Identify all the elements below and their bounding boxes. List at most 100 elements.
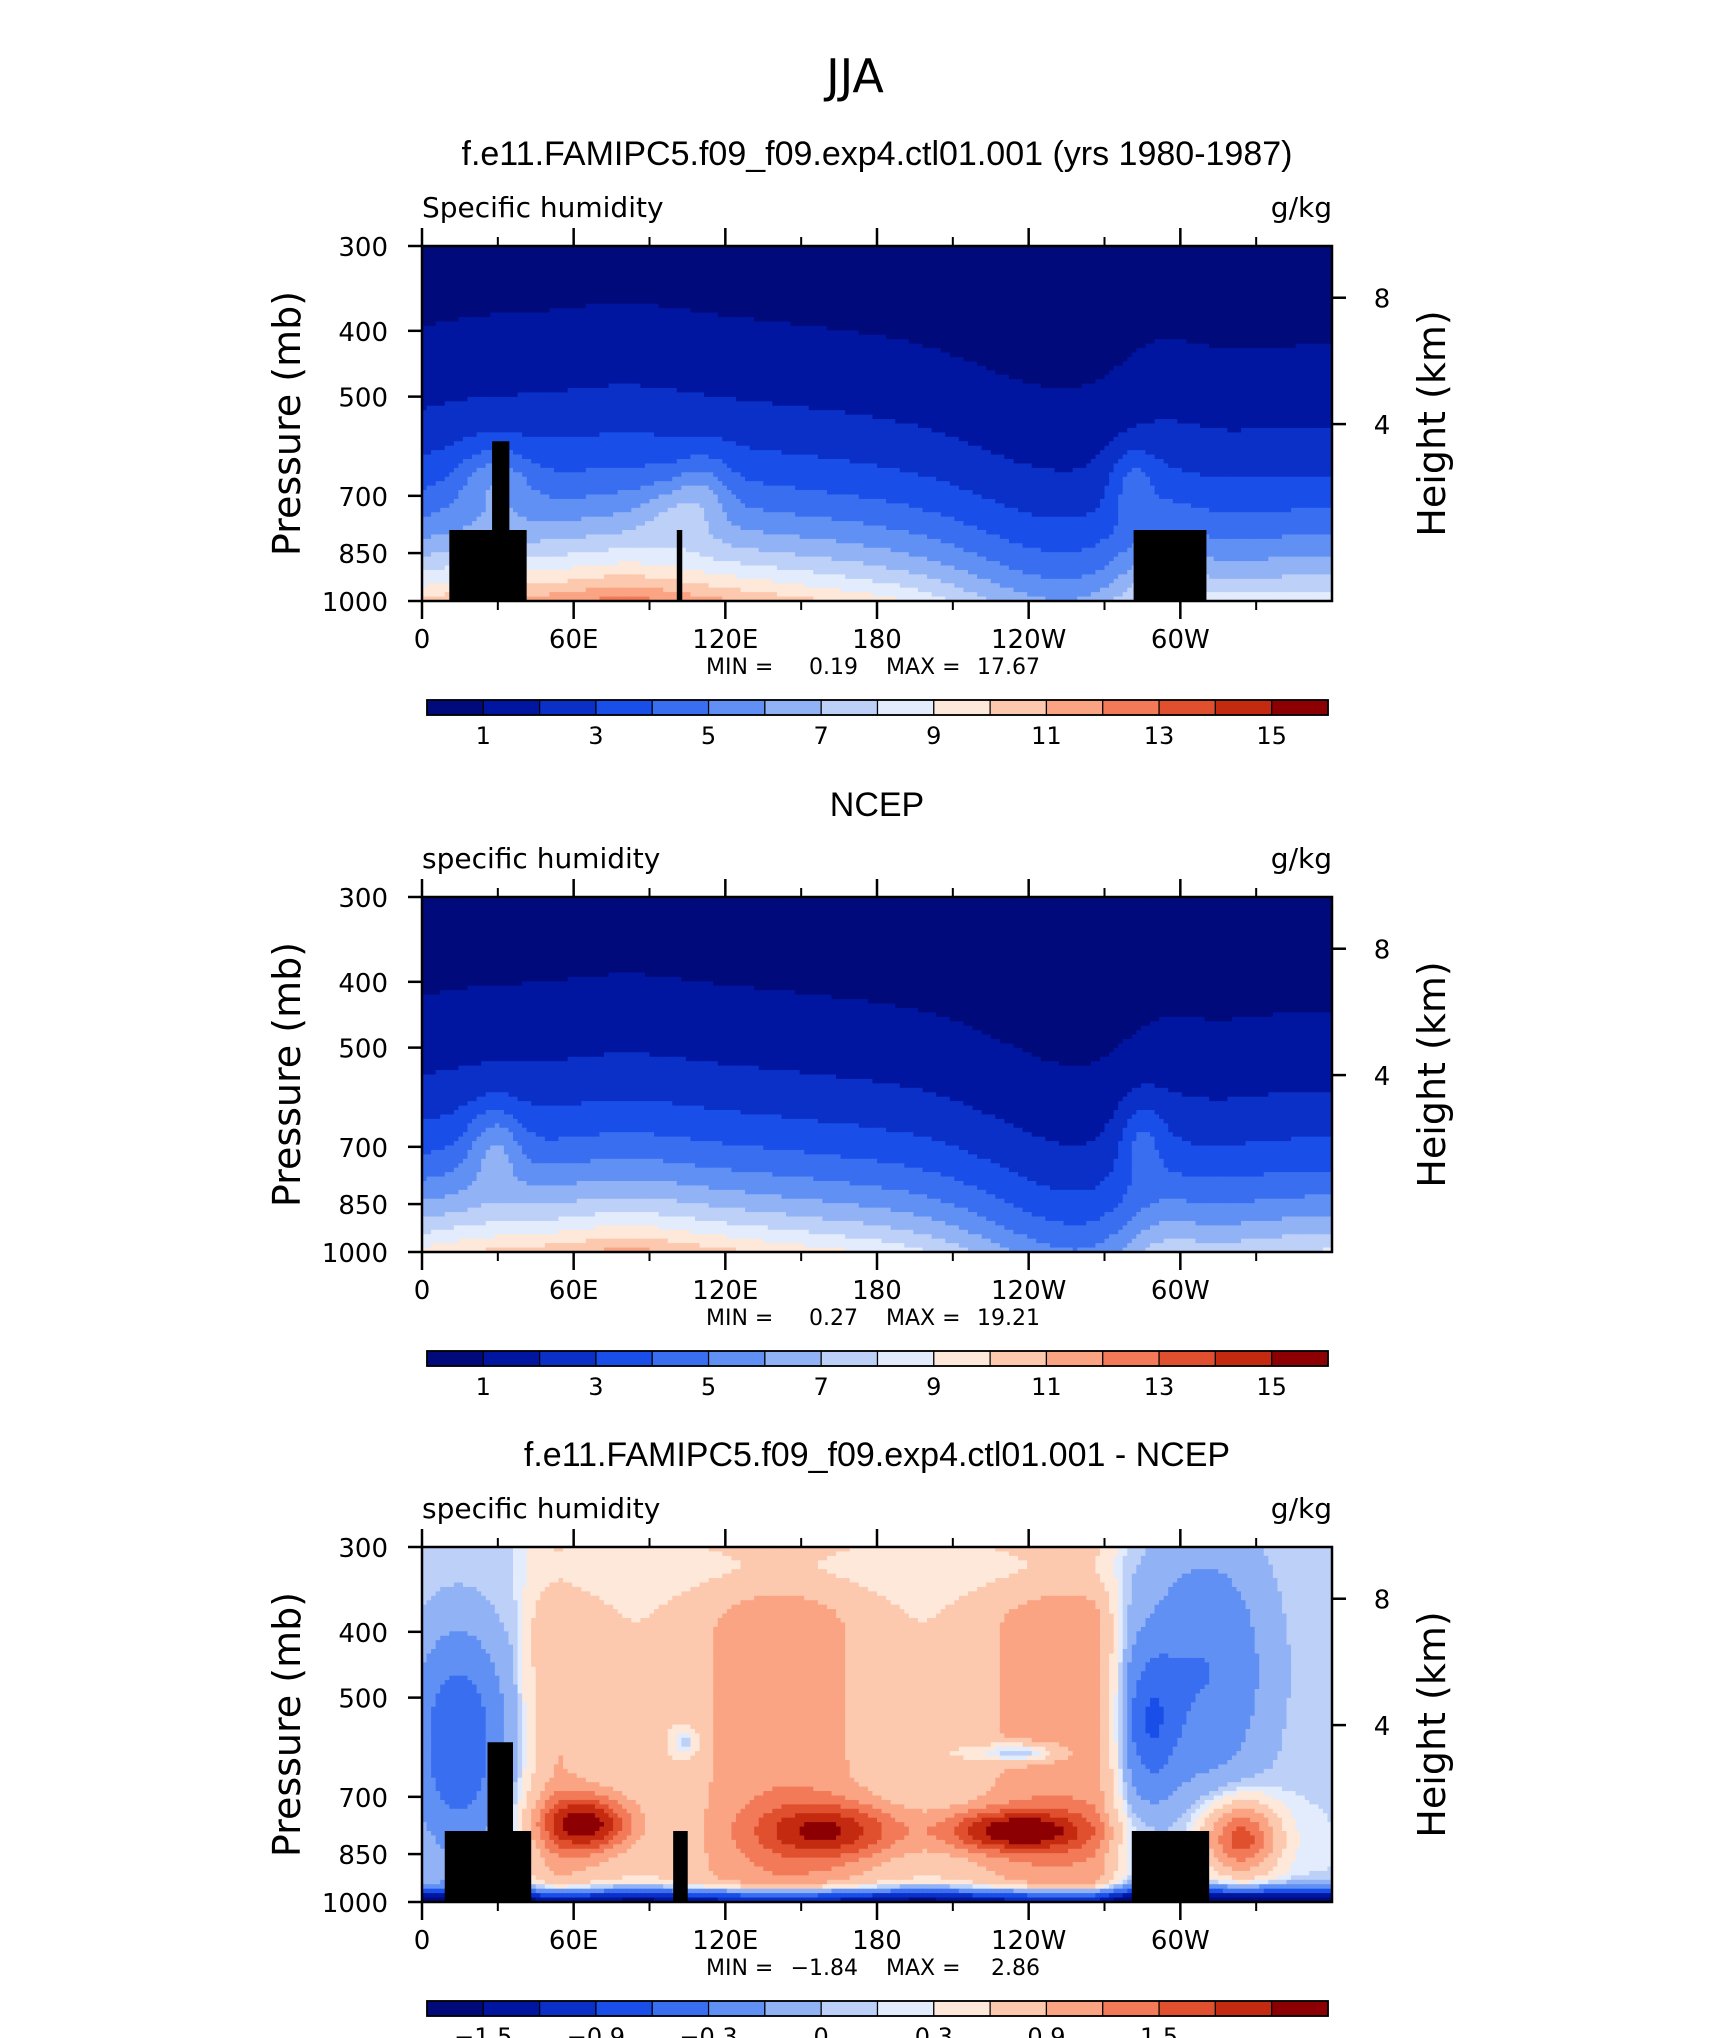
contour-cell (1068, 282, 1073, 287)
contour-cell (604, 326, 609, 331)
contour-cell (1118, 273, 1123, 278)
contour-cell (1241, 277, 1246, 282)
contour-cell (1100, 255, 1105, 260)
contour-cell (1068, 335, 1073, 340)
contour-cell (463, 268, 468, 273)
contour-cell (763, 286, 768, 291)
contour-cell (918, 317, 923, 322)
contour-cell (836, 304, 841, 309)
contour-cell (495, 282, 500, 287)
contour-cell (859, 290, 864, 295)
contour-cell (777, 250, 782, 255)
contour-cell (568, 268, 573, 273)
contour-cell (618, 330, 623, 335)
contour-cell (927, 304, 932, 309)
contour-cell (1109, 335, 1114, 340)
contour-cell (1168, 255, 1173, 260)
contour-cell (1123, 277, 1128, 282)
contour-cell (1136, 259, 1141, 264)
contour-cell (650, 335, 655, 340)
contour-cell (718, 273, 723, 278)
contour-cell (1241, 290, 1246, 295)
contour-cell (1196, 335, 1201, 340)
contour-cell (531, 250, 536, 255)
contour-cell (636, 264, 641, 269)
contour-cell (1086, 330, 1091, 335)
contour-cell (536, 282, 541, 287)
contour-cell (791, 304, 796, 309)
contour-cell (504, 282, 509, 287)
contour-cell (1241, 317, 1246, 322)
contour-cell (1050, 273, 1055, 278)
contour-cell (677, 277, 682, 282)
contour-cell (1168, 299, 1173, 304)
contour-cell (1018, 273, 1023, 278)
contour-cell (436, 330, 441, 335)
contour-cell (709, 335, 714, 340)
contour-cell (750, 299, 755, 304)
contour-cell (1132, 335, 1137, 340)
contour-cell (595, 317, 600, 322)
contour-cell (1277, 259, 1282, 264)
contour-cell (963, 290, 968, 295)
contour-cell (1068, 304, 1073, 309)
contour-cell (700, 264, 705, 269)
contour-cell (1182, 277, 1187, 282)
contour-cell (868, 299, 873, 304)
contour-cell (677, 330, 682, 335)
contour-cell (1296, 335, 1301, 340)
contour-cell (1000, 321, 1005, 326)
contour-cell (508, 335, 513, 340)
contour-cell (932, 313, 937, 318)
contour-cell (1246, 313, 1251, 318)
contour-cell (554, 259, 559, 264)
contour-cell (1136, 330, 1141, 335)
contour-cell (1150, 259, 1155, 264)
contour-cell (1264, 259, 1269, 264)
contour-cell (1300, 299, 1305, 304)
contour-cell (836, 321, 841, 326)
contour-cell (1068, 255, 1073, 260)
contour-cell (877, 290, 882, 295)
contour-cell (995, 273, 1000, 278)
contour-cell (827, 295, 832, 300)
contour-cell (677, 290, 682, 295)
contour-cell (563, 295, 568, 300)
contour-cell (877, 317, 882, 322)
contour-cell (513, 295, 518, 300)
contour-cell (645, 273, 650, 278)
contour-cell (563, 268, 568, 273)
contour-cell (1268, 259, 1273, 264)
contour-cell (504, 313, 509, 318)
contour-cell (982, 295, 987, 300)
contour-cell (504, 255, 509, 260)
contour-cell (650, 290, 655, 295)
contour-cell (1032, 326, 1037, 331)
contour-cell (604, 335, 609, 340)
contour-cell (1004, 264, 1009, 269)
contour-cell (677, 282, 682, 287)
contour-cell (581, 277, 586, 282)
contour-cell (554, 308, 559, 313)
contour-cell (495, 277, 500, 282)
contour-cell (468, 339, 473, 344)
contour-cell (458, 250, 463, 255)
contour-cell (822, 308, 827, 313)
contour-cell (977, 290, 982, 295)
contour-cell (754, 339, 759, 344)
contour-cell (1082, 313, 1087, 318)
contour-cell (636, 335, 641, 340)
contour-cell (458, 282, 463, 287)
contour-cell (436, 286, 441, 291)
contour-cell (1291, 326, 1296, 331)
contour-cell (763, 290, 768, 295)
contour-cell (527, 290, 532, 295)
contour-cell (1236, 335, 1241, 340)
contour-cell (836, 308, 841, 313)
contour-cell (718, 277, 723, 282)
contour-cell (590, 277, 595, 282)
contour-cell (599, 299, 604, 304)
contour-cell (595, 290, 600, 295)
contour-cell (777, 268, 782, 273)
contour-cell (568, 264, 573, 269)
